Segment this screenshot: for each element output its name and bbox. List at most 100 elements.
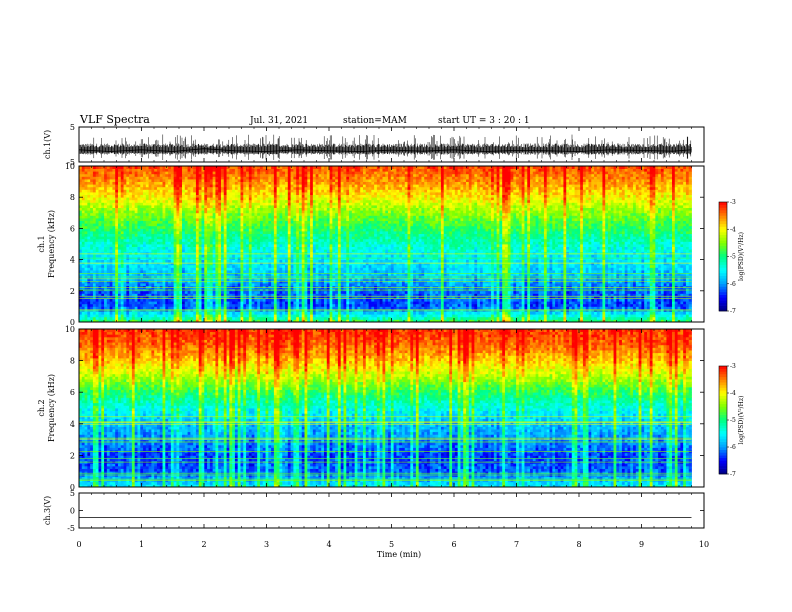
spectrogram-cell bbox=[563, 291, 566, 294]
spectrogram-cell bbox=[452, 301, 455, 304]
spectrogram-cell bbox=[182, 317, 185, 320]
spectrogram-cell bbox=[115, 306, 118, 309]
spectrogram-cell bbox=[135, 265, 138, 268]
spectrogram-cell bbox=[104, 314, 107, 317]
spectrogram-cell bbox=[357, 309, 360, 312]
spectrogram-cell bbox=[307, 299, 310, 302]
spectrogram-cell bbox=[608, 301, 611, 304]
spectrogram-cell bbox=[352, 314, 355, 317]
spectrogram-cell bbox=[371, 267, 374, 270]
spectrogram-cell bbox=[260, 317, 263, 320]
spectrogram-cell bbox=[480, 304, 483, 307]
spectrogram-cell bbox=[427, 278, 430, 281]
spectrogram-cell bbox=[536, 314, 539, 317]
spectrogram-cell bbox=[157, 314, 160, 317]
spectrogram-cell bbox=[327, 278, 330, 281]
spectrogram-cell bbox=[647, 265, 650, 268]
spectrogram-cell bbox=[279, 312, 282, 315]
spectrogram-cell bbox=[466, 304, 469, 307]
spectrogram-cell bbox=[402, 309, 405, 312]
spectrogram-cell bbox=[491, 299, 494, 302]
ch1-spectrogram-panel: 0246810ch.1 Frequency (kHz) bbox=[37, 162, 704, 327]
spectrogram-cell bbox=[614, 304, 617, 307]
spectrogram-cell bbox=[279, 314, 282, 317]
spectrogram-cell bbox=[683, 270, 686, 273]
spectrogram-cell bbox=[452, 267, 455, 270]
ch1-waveform-frame bbox=[79, 127, 704, 162]
spectrogram-cell bbox=[82, 314, 85, 317]
spectrogram-cell bbox=[533, 283, 536, 286]
spectrogram-cell bbox=[460, 306, 463, 309]
spectrogram-cell bbox=[335, 309, 338, 312]
spectrogram-cell bbox=[611, 291, 614, 294]
spectrogram-cell bbox=[499, 301, 502, 304]
spectrogram-cell bbox=[346, 309, 349, 312]
spectrogram-cell bbox=[357, 267, 360, 270]
spectrogram-cell bbox=[449, 265, 452, 268]
spectrogram-cell bbox=[608, 278, 611, 281]
spectrogram-cell bbox=[374, 314, 377, 317]
spectrogram-cell bbox=[678, 278, 681, 281]
spectrogram-cell bbox=[316, 265, 319, 268]
spectrogram-cell bbox=[279, 291, 282, 294]
spectrogram-cell bbox=[291, 278, 294, 281]
spectrogram-cell bbox=[107, 262, 110, 265]
spectrogram-cell bbox=[636, 270, 639, 273]
spectrogram-cell bbox=[641, 280, 644, 283]
spectrogram-cell bbox=[680, 270, 683, 273]
spectrogram-cell bbox=[349, 299, 352, 302]
spectrogram-cell bbox=[499, 270, 502, 273]
spectrogram-cell bbox=[266, 291, 269, 294]
spectrogram-cell bbox=[371, 283, 374, 286]
spectrogram-cell bbox=[600, 270, 603, 273]
spectrogram-cell bbox=[588, 306, 591, 309]
spectrogram-cell bbox=[110, 265, 113, 268]
spectrogram-cell bbox=[324, 301, 327, 304]
spectrogram-cell bbox=[433, 317, 436, 320]
spectrogram-cell bbox=[229, 299, 232, 302]
spectrogram-cell bbox=[664, 314, 667, 317]
spectrogram-cell bbox=[266, 283, 269, 286]
spectrogram-cell bbox=[427, 301, 430, 304]
spectrogram-cell bbox=[268, 304, 271, 307]
spectrogram-cell bbox=[124, 278, 127, 281]
spectrogram-cell bbox=[566, 270, 569, 273]
spectrogram-cell bbox=[202, 314, 205, 317]
spectrogram-cell bbox=[664, 267, 667, 270]
spectrogram-cell bbox=[371, 299, 374, 302]
spectrogram-cell bbox=[257, 317, 260, 320]
spectrogram-cell bbox=[641, 267, 644, 270]
spectrogram-cell bbox=[229, 291, 232, 294]
spectrogram-cell bbox=[516, 306, 519, 309]
spectrogram-cell bbox=[591, 291, 594, 294]
spectrogram-cell bbox=[163, 301, 166, 304]
spectrogram-cell bbox=[213, 265, 216, 268]
spectrogram-cell bbox=[497, 299, 500, 302]
spectrogram-cell bbox=[124, 270, 127, 273]
spectrogram-cell bbox=[588, 301, 591, 304]
spectrogram-cell bbox=[550, 299, 553, 302]
spectrogram-cell bbox=[310, 312, 313, 315]
spectrogram-cell bbox=[176, 283, 179, 286]
spectrogram-cell bbox=[176, 299, 179, 302]
spectrogram-cell bbox=[207, 301, 210, 304]
spectrogram-cell bbox=[221, 278, 224, 281]
spectrogram-cell bbox=[196, 265, 199, 268]
spectrogram-cell bbox=[210, 278, 213, 281]
spectrogram-cell bbox=[469, 267, 472, 270]
spectrogram-cell bbox=[680, 280, 683, 283]
spectrogram-cell bbox=[680, 309, 683, 312]
spectrogram-cell bbox=[288, 317, 291, 320]
spectrogram-cell bbox=[558, 301, 561, 304]
spectrogram-cell bbox=[497, 301, 500, 304]
spectrogram-cell bbox=[541, 267, 544, 270]
spectrogram-cell bbox=[374, 265, 377, 268]
spectrogram-cell bbox=[179, 278, 182, 281]
spectrogram-cell bbox=[149, 278, 152, 281]
spectrogram-cell bbox=[447, 301, 450, 304]
spectrogram-cell bbox=[588, 283, 591, 286]
spectrogram-cell bbox=[357, 265, 360, 268]
spectrogram-cell bbox=[335, 267, 338, 270]
spectrogram-cell bbox=[675, 280, 678, 283]
spectrogram-cell bbox=[689, 270, 692, 273]
